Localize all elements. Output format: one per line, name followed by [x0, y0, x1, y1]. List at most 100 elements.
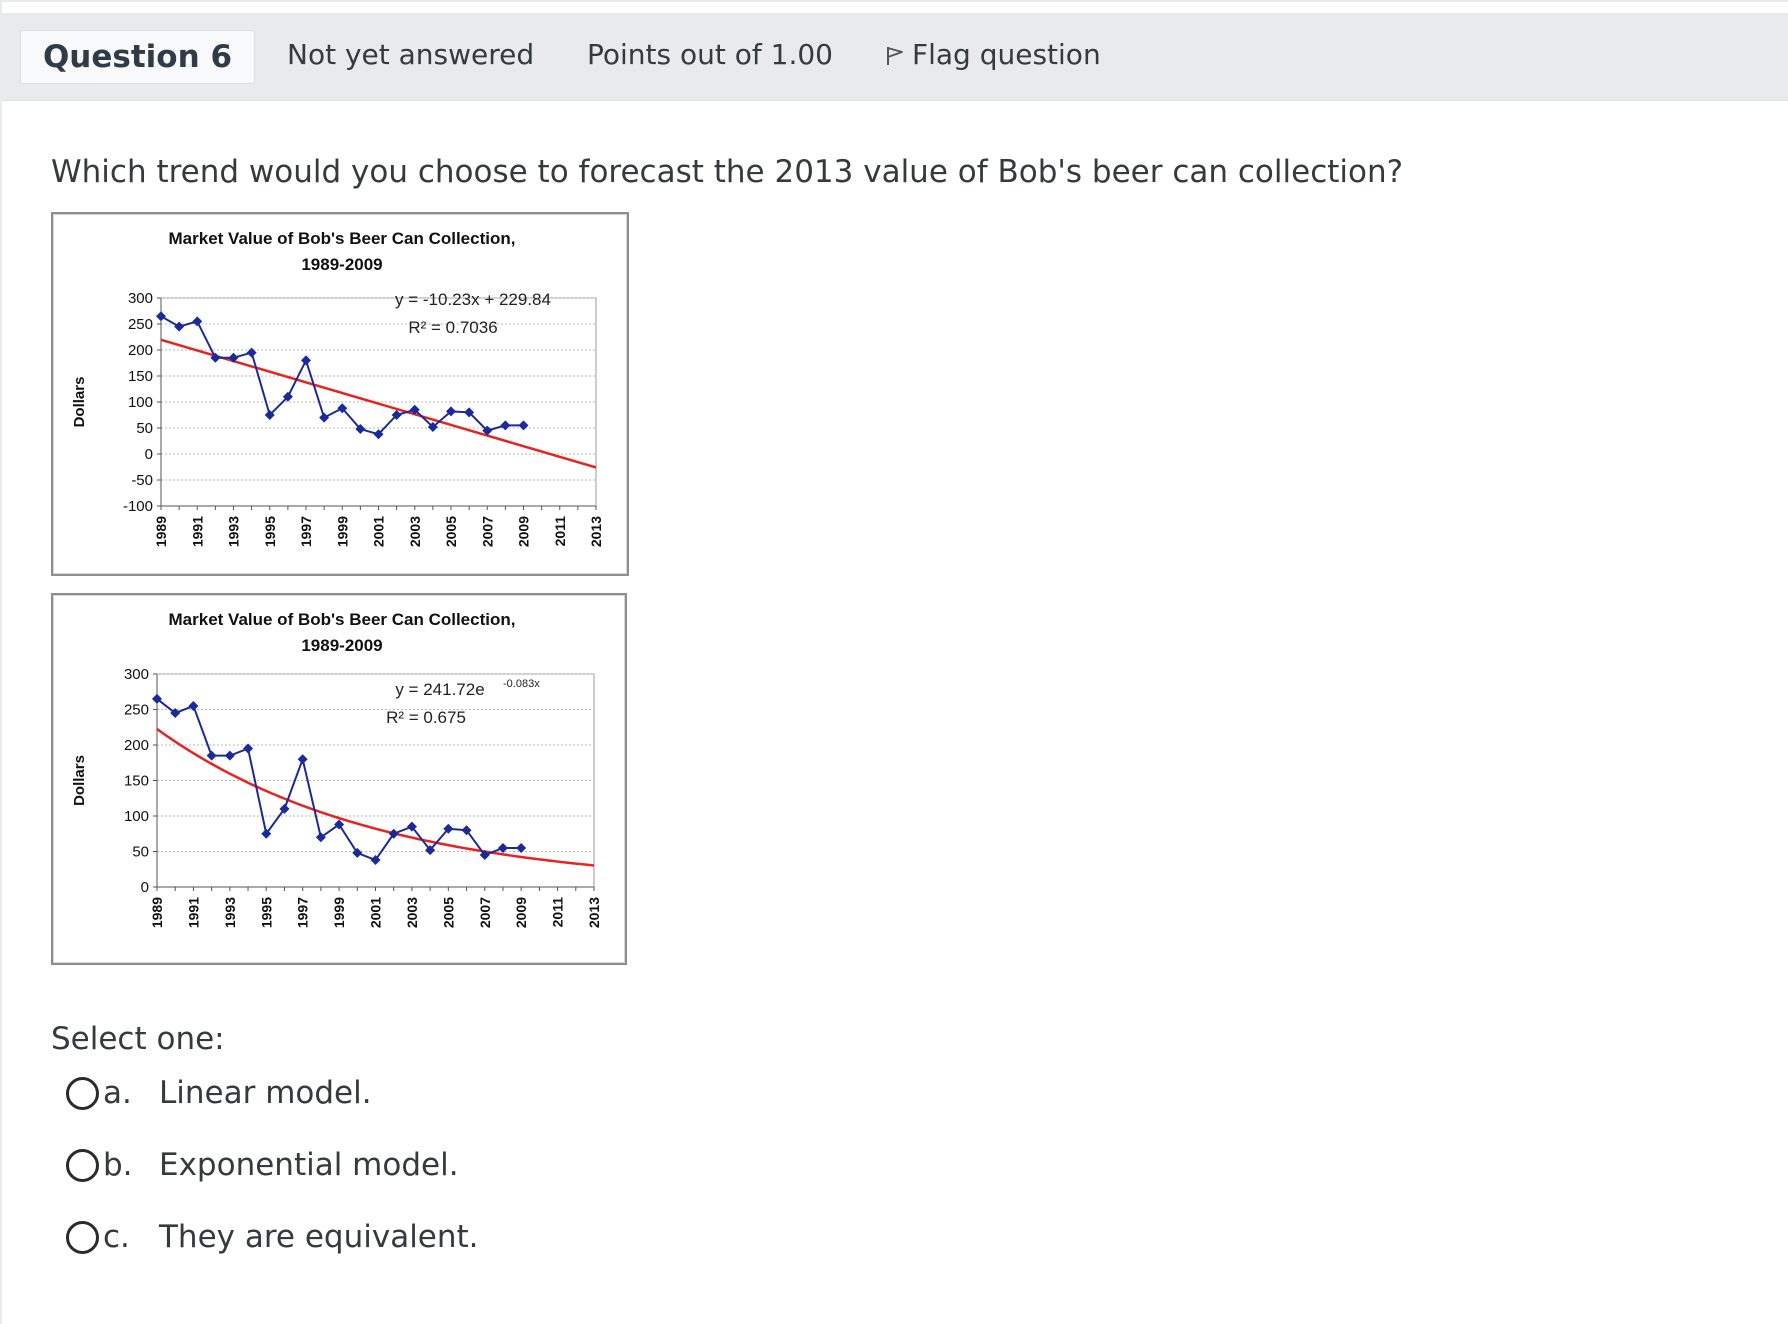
x-tick-label: 2007 — [479, 516, 495, 547]
y-tick-label: 200 — [128, 342, 153, 359]
option-text: Linear model. — [159, 1075, 372, 1111]
x-tick-label: 2011 — [550, 897, 566, 928]
question-state: Not yet answered — [287, 38, 535, 71]
x-tick-label: 1995 — [262, 516, 278, 547]
trend-equation: y = -10.23x + 229.84 — [395, 290, 551, 309]
radio-button-c[interactable] — [66, 1220, 99, 1254]
data-point — [264, 410, 275, 420]
x-tick-label: 2001 — [368, 897, 384, 928]
data-point — [497, 842, 508, 853]
x-tick-label: 2003 — [407, 516, 423, 547]
option-b-exponential[interactable]: b. Exponential model. — [66, 1147, 459, 1183]
chart-subtitle: 1989-2009 — [301, 255, 382, 274]
exponential-trend-chart: Market Value of Bob's Beer Can Collectio… — [51, 593, 627, 965]
data-series-line — [156, 698, 522, 862]
data-point — [170, 708, 181, 719]
y-tick-label: 50 — [136, 420, 153, 437]
question-grade: Points out of 1.00 — [587, 38, 833, 71]
data-point — [210, 352, 221, 363]
data-point — [246, 347, 257, 358]
y-tick-label: 50 — [132, 844, 149, 861]
option-letter: c. — [103, 1219, 130, 1255]
x-tick-label: 1991 — [189, 516, 205, 547]
data-point — [282, 391, 293, 402]
data-point — [337, 403, 348, 414]
data-point — [352, 847, 363, 858]
data-point — [425, 845, 436, 856]
question-number: Question 6 — [20, 30, 255, 84]
x-tick-label: 2009 — [513, 897, 529, 928]
x-tick-label: 2005 — [440, 897, 456, 928]
y-tick-label: 100 — [124, 808, 149, 825]
x-tick-label: 2013 — [588, 516, 604, 547]
radio-button-b[interactable] — [66, 1148, 99, 1182]
select-one-prompt: Select one: — [51, 1021, 225, 1057]
y-tick-label: 200 — [124, 737, 149, 754]
radio-button-a[interactable] — [66, 1076, 99, 1110]
data-point — [446, 406, 456, 417]
data-point — [391, 410, 402, 420]
data-point — [297, 754, 308, 765]
y-axis-label: Dollars — [71, 377, 88, 428]
x-tick-label: 2013 — [586, 897, 602, 928]
y-tick-label: 0 — [145, 446, 153, 463]
data-point — [152, 693, 162, 704]
data-point — [427, 421, 438, 432]
option-c-equivalent[interactable]: c. They are equivalent. — [66, 1219, 479, 1255]
x-tick-label: 1993 — [222, 897, 238, 928]
y-tick-label: 150 — [128, 368, 153, 385]
flag-icon — [887, 46, 903, 65]
question-info-bar: Question 6 Not yet answered Points out o… — [2, 13, 1788, 101]
data-point — [228, 352, 239, 363]
x-tick-label: 1999 — [331, 897, 347, 928]
y-tick-label: 250 — [124, 702, 149, 719]
x-tick-label: 2007 — [477, 897, 493, 928]
data-point — [355, 424, 366, 435]
y-axis-label: Dollars — [71, 755, 88, 806]
data-point — [156, 311, 166, 322]
x-tick-label: 2009 — [516, 516, 532, 547]
x-tick-label: 1995 — [258, 897, 274, 928]
option-text: They are equivalent. — [159, 1219, 479, 1255]
data-point — [188, 700, 199, 711]
linear-chart-svg: Market Value of Bob's Beer Can Collectio… — [71, 229, 604, 547]
y-tick-label: 250 — [128, 316, 153, 333]
x-tick-label: 1999 — [334, 516, 350, 547]
option-letter: a. — [103, 1075, 132, 1111]
y-tick-label: 300 — [124, 666, 149, 683]
option-letter: b. — [103, 1147, 133, 1183]
y-tick-label: 0 — [141, 879, 149, 896]
y-tick-label: -50 — [131, 472, 153, 489]
data-point — [500, 420, 511, 431]
data-point — [482, 425, 493, 436]
x-tick-label: 2001 — [371, 516, 387, 547]
y-tick-label: 150 — [124, 773, 149, 790]
flag-question-button[interactable]: Flag question — [884, 38, 1101, 71]
flag-question-label: Flag question — [912, 38, 1101, 71]
data-point — [319, 412, 330, 423]
exponential-chart-svg: Market Value of Bob's Beer Can Collectio… — [71, 610, 602, 928]
x-tick-label: 2005 — [443, 516, 459, 547]
r-squared-label: R² = 0.675 — [386, 708, 466, 727]
data-point — [334, 819, 345, 830]
linear-trend-chart: Market Value of Bob's Beer Can Collectio… — [51, 212, 629, 576]
data-point — [518, 420, 529, 431]
data-point — [301, 355, 311, 366]
x-tick-label: 1997 — [295, 897, 311, 928]
data-point — [464, 407, 475, 418]
data-point — [192, 316, 203, 327]
data-point — [461, 825, 472, 836]
trend-equation: y = 241.72e — [395, 680, 484, 699]
x-tick-label: 1993 — [226, 516, 242, 547]
x-tick-label: 1989 — [153, 516, 169, 547]
question-text: Which trend would you choose to forecast… — [51, 154, 1404, 190]
option-a-linear[interactable]: a. Linear model. — [66, 1075, 372, 1111]
x-tick-label: 1989 — [149, 897, 165, 928]
data-point — [516, 842, 527, 853]
y-tick-label: 300 — [128, 290, 153, 307]
x-tick-label: 1991 — [185, 897, 201, 928]
option-text: Exponential model. — [159, 1147, 459, 1183]
data-point — [243, 743, 254, 754]
data-point — [373, 429, 384, 440]
